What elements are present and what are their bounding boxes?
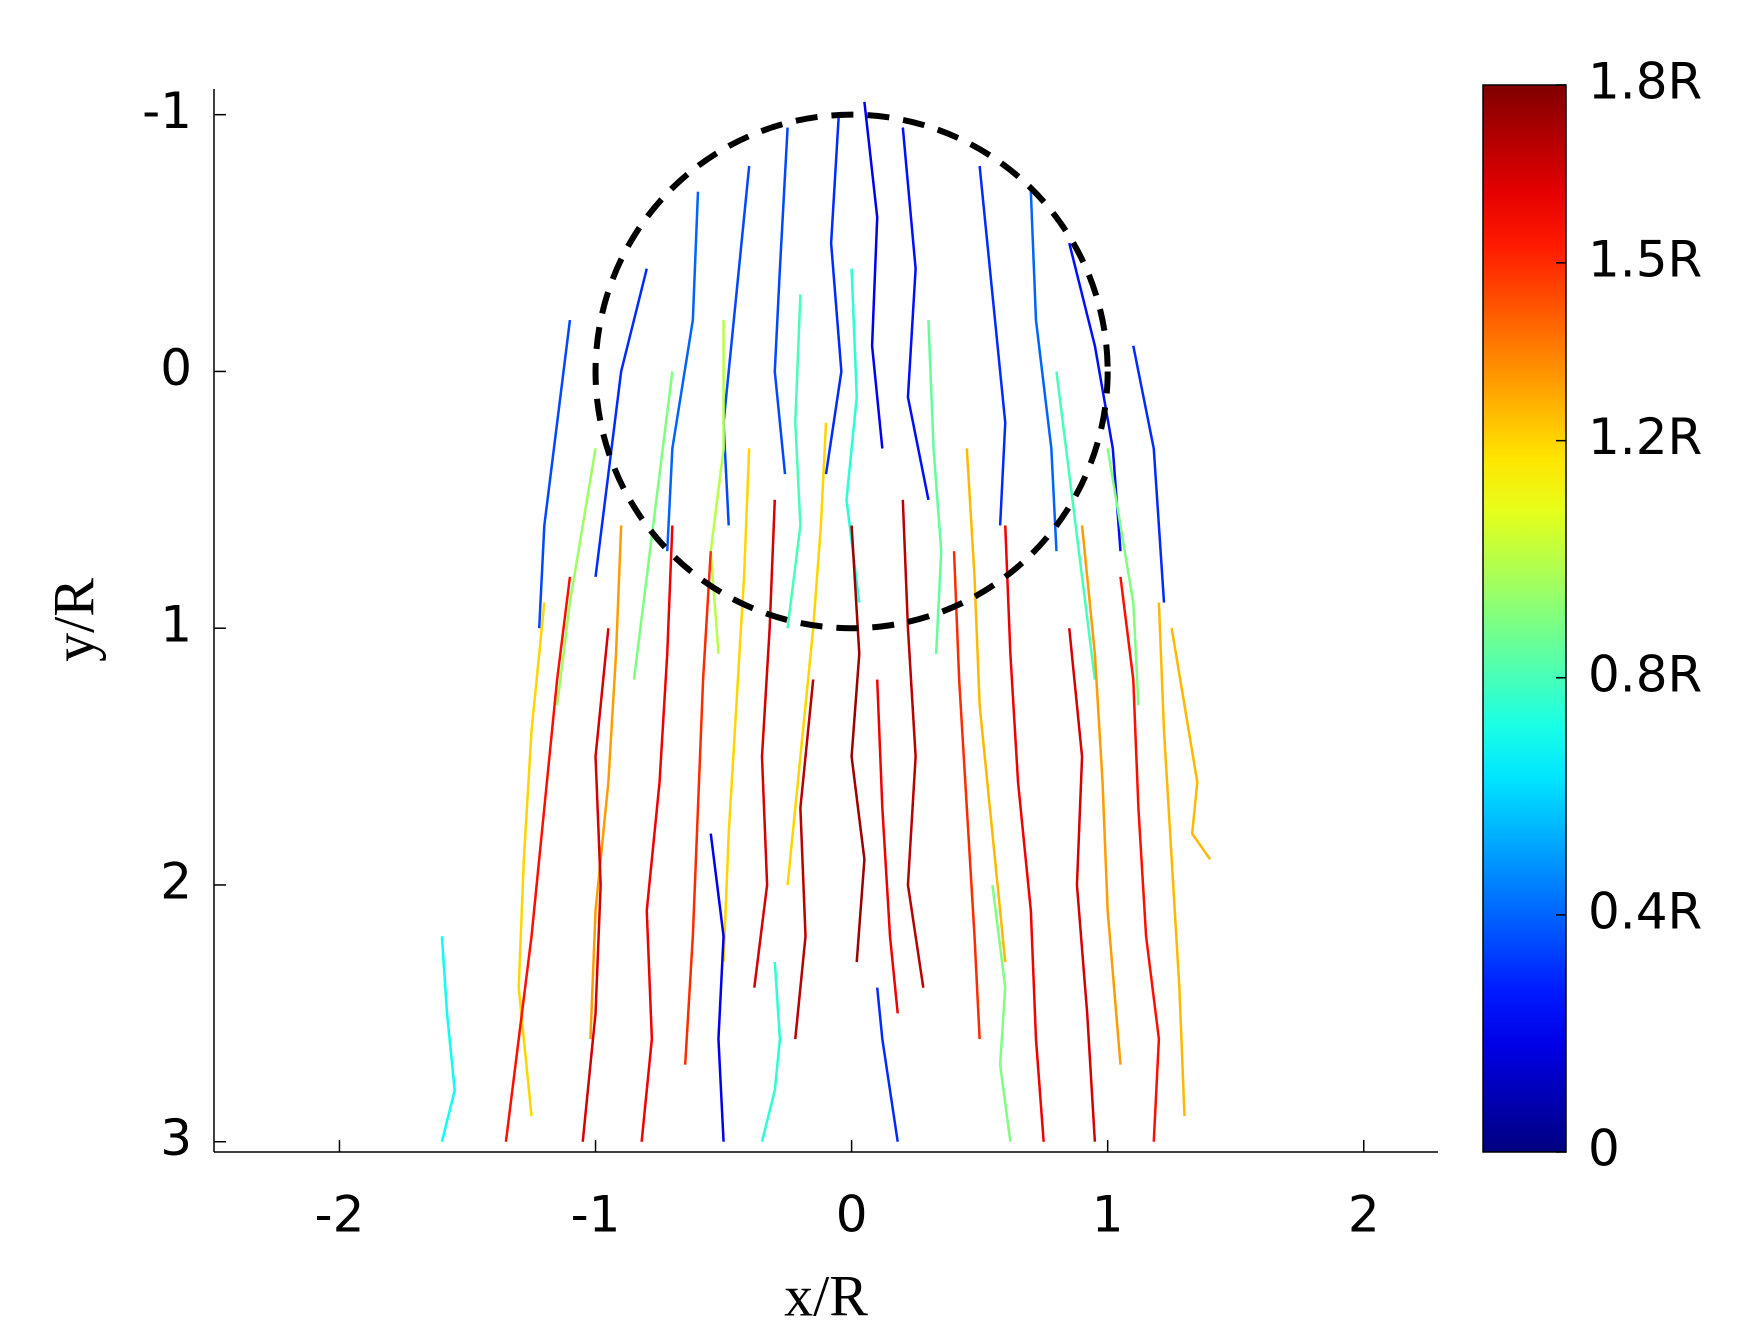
trajectory	[709, 833, 725, 1142]
trajectory	[863, 101, 884, 449]
y-axis-label: y/R	[41, 578, 106, 662]
colorbar-tick-label: 0.4R	[1588, 882, 1702, 940]
trajectory	[555, 448, 597, 706]
x-tick-label: 1	[1092, 1186, 1124, 1244]
trajectory	[794, 679, 815, 1040]
trajectory	[594, 268, 648, 578]
colorbar	[1482, 84, 1567, 1153]
colorbar-tick-label: 1.2R	[1588, 408, 1702, 466]
trajectory	[1055, 371, 1097, 680]
trajectory	[753, 499, 777, 988]
trajectory	[1157, 602, 1186, 1117]
y-tick-label: 2	[160, 852, 192, 910]
colorbar-tick-label: 1.5R	[1588, 230, 1702, 288]
reference-circle	[592, 111, 1111, 632]
trajectory	[760, 961, 782, 1143]
colorbar-tick-label: 0.8R	[1588, 645, 1702, 703]
trajectory	[991, 884, 1012, 1142]
trajectory	[824, 114, 843, 475]
trajectory	[537, 319, 572, 629]
trajectory	[632, 371, 674, 680]
trajectory	[722, 448, 751, 963]
trajectory	[875, 679, 899, 1014]
trajectory	[1170, 627, 1212, 861]
trajectory	[1106, 448, 1140, 706]
trajectory	[786, 422, 828, 886]
trajectory	[786, 294, 802, 629]
trajectory	[722, 165, 751, 526]
x-axis-label: x/R	[784, 1263, 868, 1328]
trajectory	[581, 628, 610, 1142]
trajectory	[978, 165, 1007, 526]
y-tick-label: 0	[160, 339, 192, 397]
trajectory	[1003, 525, 1045, 1142]
trajectory	[1132, 345, 1166, 603]
trajectory	[773, 127, 789, 475]
trajectory	[1119, 576, 1161, 1142]
y-tick-label: -1	[142, 82, 192, 140]
trajectory	[589, 525, 623, 1040]
trajectory	[517, 602, 546, 1117]
trajectory	[1080, 525, 1122, 1065]
x-tick-label: 2	[1348, 1186, 1380, 1244]
x-tick-label: -2	[315, 1186, 365, 1244]
trajectory	[901, 499, 925, 988]
trajectory	[1068, 628, 1097, 1142]
trajectory	[640, 525, 674, 1142]
trajectory	[901, 127, 930, 501]
trajectory	[927, 320, 943, 654]
trajectory	[504, 576, 572, 1142]
trajectory	[850, 525, 866, 963]
trajectory	[965, 448, 1007, 963]
x-tick-label: -1	[571, 1186, 621, 1244]
trajectory	[683, 551, 713, 1065]
colorbar-tick-label: 1.8R	[1588, 53, 1702, 111]
trajectory	[709, 320, 725, 654]
colorbar-tick-label: 0	[1588, 1120, 1620, 1178]
trajectory	[665, 191, 700, 552]
trajectory	[875, 987, 899, 1142]
trajectory	[1029, 191, 1058, 552]
y-tick-label: 3	[160, 1109, 192, 1167]
x-tick-label: 0	[836, 1186, 868, 1244]
y-tick-label: 1	[160, 596, 192, 654]
trajectory	[440, 936, 456, 1143]
trajectory	[952, 551, 981, 1040]
